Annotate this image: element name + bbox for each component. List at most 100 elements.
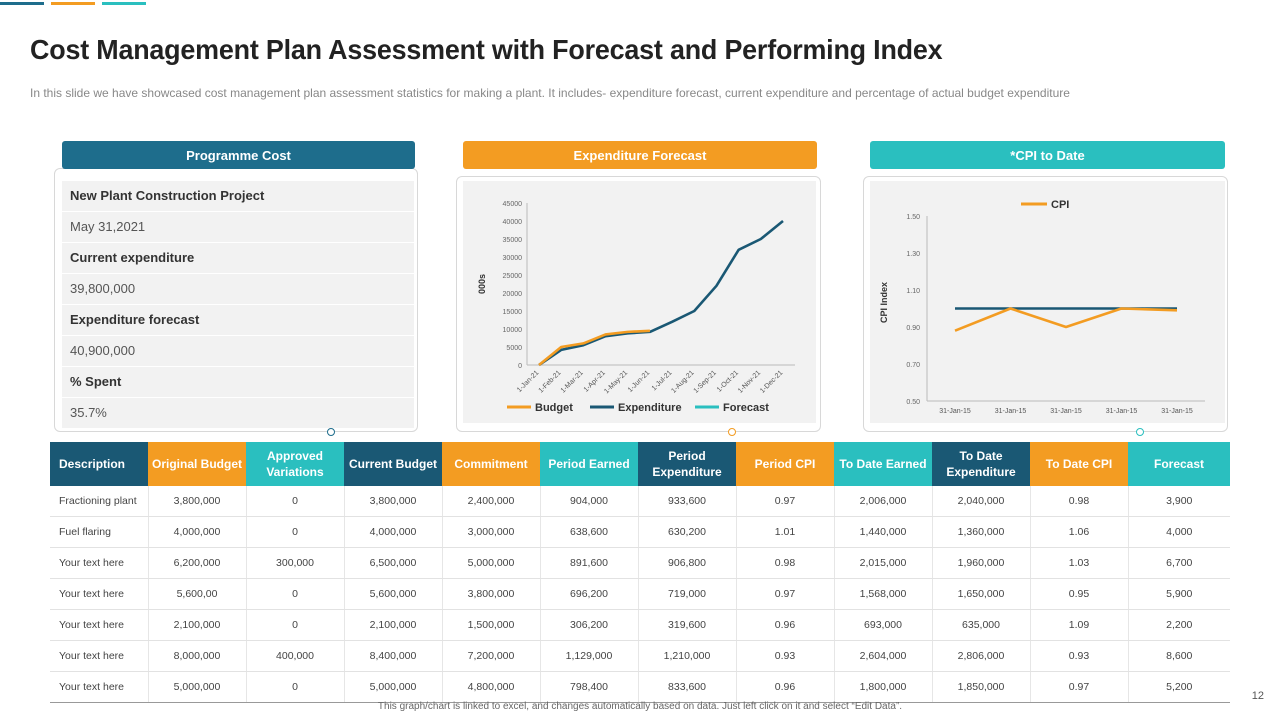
table-cell: 2,015,000	[834, 547, 933, 579]
table-header-cell: Original Budget	[148, 442, 246, 486]
table-cell: Your text here	[50, 578, 149, 610]
panel-dot-teal	[1136, 428, 1144, 436]
cost-label: % Spent	[62, 367, 414, 398]
table-cell: 1,360,000	[932, 516, 1031, 548]
table-cell: 0.95	[1030, 578, 1129, 610]
table-row: Your text here 6,200,000 300,000 6,500,000 5…	[50, 547, 1230, 579]
table-cell: 0.93	[1030, 640, 1129, 672]
table-cell: 5,000,000	[148, 671, 247, 703]
x-tick-label: 31-Jan-15	[1161, 408, 1193, 415]
table-cell: 0.97	[736, 486, 835, 517]
table-cell: 5,200	[1128, 671, 1230, 703]
x-tick-label: 31-Jan-15	[1106, 408, 1138, 415]
table-cell: Your text here	[50, 671, 149, 703]
table-header-cell: To Date CPI	[1030, 442, 1128, 486]
table-header-cell: Forecast	[1128, 442, 1230, 486]
table-cell: 891,600	[540, 547, 639, 579]
table-cell: 0	[246, 609, 345, 641]
x-tick-label: 1-Aug-21	[670, 369, 695, 394]
table-cell: 4,000	[1128, 516, 1230, 548]
table-cell: 933,600	[638, 486, 737, 517]
table-cell: 5,600,000	[344, 578, 443, 610]
y-tick-label: 20000	[503, 291, 523, 298]
table-cell: 635,000	[932, 609, 1031, 641]
expenditure-chart-background	[463, 181, 816, 423]
x-tick-label: 1-Jun-21	[627, 369, 652, 394]
table-header-row: Description Original Budget Approved Varia…	[50, 442, 1230, 486]
table-cell: 2,200	[1128, 609, 1230, 641]
cost-value: May 31,2021	[62, 212, 414, 243]
table-cell: 3,800,000	[148, 486, 247, 517]
y-axis-title: CPI Index	[879, 282, 889, 323]
table-cell: 5,600,00	[148, 578, 247, 610]
table-cell: Your text here	[50, 547, 149, 579]
table-cell: 1,210,000	[638, 640, 737, 672]
table-cell: 7,200,000	[442, 640, 541, 672]
table-cell: 906,800	[638, 547, 737, 579]
table-header-cell: Current Budget	[344, 442, 442, 486]
accent-bar-blue	[0, 2, 44, 5]
footer-note: This graph/chart is linked to excel, and…	[377, 701, 903, 712]
cost-label: Current expenditure	[62, 243, 414, 274]
table-header-cell: To Date Earned	[834, 442, 932, 486]
table-cell: 1,960,000	[932, 547, 1031, 579]
table-cell: 1,800,000	[834, 671, 933, 703]
expenditure-forecast-chart: 0 5000 10000 15000 20000 25000 30000 35000 40000…	[477, 201, 795, 414]
y-tick-label: 40000	[503, 219, 523, 226]
panel-dot-blue	[327, 428, 335, 436]
table-cell: 1.01	[736, 516, 835, 548]
table-cell: 2,100,000	[148, 609, 247, 641]
table-cell: 306,200	[540, 609, 639, 641]
cpi-header: *CPI to Date	[870, 141, 1225, 169]
panel-dot-orange	[728, 428, 736, 436]
table-cell: 696,200	[540, 578, 639, 610]
table-header-cell: Period Expenditure	[638, 442, 736, 486]
series-line-cpi	[954, 307, 1178, 332]
cost-value: 40,900,000	[62, 336, 414, 367]
table-cell: 0	[246, 486, 345, 517]
table-cell: 6,500,000	[344, 547, 443, 579]
accent-bar-orange	[51, 2, 95, 5]
cost-label: New Plant Construction Project	[62, 181, 414, 212]
table-cell: 1.06	[1030, 516, 1129, 548]
table-cell: 6,200,000	[148, 547, 247, 579]
table-cell: 3,800,000	[344, 486, 443, 517]
table-cell: 5,900	[1128, 578, 1230, 610]
table-cell: 0	[246, 578, 345, 610]
y-tick-label: 25000	[503, 273, 523, 280]
y-tick-label: 15000	[503, 309, 523, 316]
table-cell: 833,600	[638, 671, 737, 703]
cost-value: 39,800,000	[62, 274, 414, 305]
table-cell: 4,000,000	[148, 516, 247, 548]
x-tick-label: 1-Jan-21	[516, 369, 541, 394]
table-cell: 904,000	[540, 486, 639, 517]
page-subtitle: In this slide we have showcased cost man…	[30, 86, 1070, 100]
cost-table: Description Original Budget Approved Varia…	[50, 442, 1230, 703]
table-cell: 4,800,000	[442, 671, 541, 703]
legend-label-budget: Budget	[535, 402, 573, 414]
y-tick-label: 5000	[506, 345, 522, 352]
table-cell: 0	[246, 671, 345, 703]
table-cell: Fuel flaring	[50, 516, 149, 548]
table-cell: 0	[246, 516, 345, 548]
y-tick-label: 35000	[503, 237, 523, 244]
legend-label-expenditure: Expenditure	[618, 402, 682, 414]
table-cell: 8,400,000	[344, 640, 443, 672]
y-tick-label: 1.10	[906, 288, 920, 295]
y-tick-label: 0	[518, 363, 522, 370]
x-tick-label: 1-Feb-21	[538, 369, 563, 394]
expenditure-forecast-header: Expenditure Forecast	[463, 141, 817, 169]
cost-value: 35.7%	[62, 398, 414, 429]
y-tick-label: 0.50	[906, 399, 920, 406]
table-cell: 8,600	[1128, 640, 1230, 672]
table-cell: 693,000	[834, 609, 933, 641]
table-cell: 1,568,000	[834, 578, 933, 610]
y-tick-label: 1.50	[906, 214, 920, 221]
table-cell: 319,600	[638, 609, 737, 641]
table-cell: 2,040,000	[932, 486, 1031, 517]
table-cell: 0.96	[736, 671, 835, 703]
table-cell: 0.96	[736, 609, 835, 641]
x-tick-label: 1-May-21	[603, 369, 629, 395]
table-body: Fractioning plant 3,800,000 0 3,800,000 2,40…	[50, 486, 1230, 703]
x-tick-label: 1-Nov-21	[737, 369, 762, 394]
